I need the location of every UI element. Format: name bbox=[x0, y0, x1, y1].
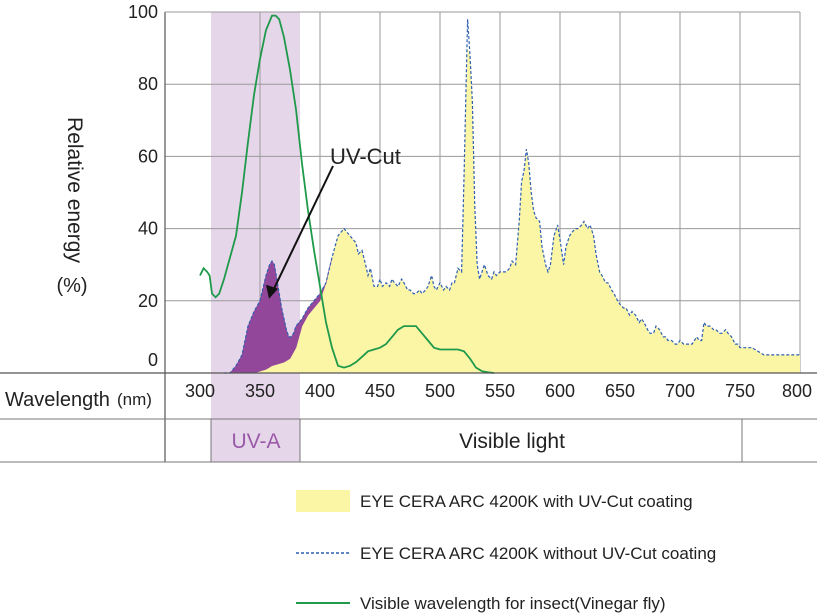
y-tick-100: 100 bbox=[128, 2, 158, 22]
x-tick-800: 800 bbox=[782, 381, 812, 401]
series-without-uvcut-line bbox=[224, 19, 800, 374]
y-axis-unit: (%) bbox=[56, 275, 87, 297]
legend: EYE CERA ARC 4200K with UV-Cut coating E… bbox=[296, 490, 716, 613]
uvcut-arrow bbox=[272, 165, 334, 292]
x-tick-600: 600 bbox=[545, 381, 575, 401]
series-with-uvcut-area bbox=[254, 48, 800, 373]
uvcut-arrowhead bbox=[266, 284, 278, 299]
y-tick-labels: 0 20 40 60 80 100 bbox=[128, 2, 158, 370]
band-label-uva: UV-A bbox=[231, 430, 280, 453]
x-tick-650: 650 bbox=[605, 381, 635, 401]
band-label-visible: Visible light bbox=[459, 430, 565, 453]
series-insect-visible-line bbox=[199, 14, 495, 374]
x-tick-700: 700 bbox=[665, 381, 695, 401]
uvcut-annotation: UV-Cut bbox=[266, 144, 401, 299]
legend-label-with-uvcut: EYE CERA ARC 4200K with UV-Cut coating bbox=[360, 492, 693, 511]
uvcut-annotation-label: UV-Cut bbox=[330, 144, 401, 169]
x-tick-350: 350 bbox=[245, 381, 275, 401]
legend-swatch-fill bbox=[296, 490, 350, 512]
x-tick-750: 750 bbox=[725, 381, 755, 401]
y-tick-60: 60 bbox=[138, 146, 158, 166]
axes bbox=[0, 11, 817, 463]
x-tick-500: 500 bbox=[425, 381, 455, 401]
y-tick-20: 20 bbox=[138, 291, 158, 311]
y-tick-0: 0 bbox=[148, 350, 158, 370]
x-tick-400: 400 bbox=[305, 381, 335, 401]
y-tick-40: 40 bbox=[138, 219, 158, 239]
x-tick-550: 550 bbox=[485, 381, 515, 401]
x-tick-labels: 300 350 400 450 500 550 600 650 700 750 800 bbox=[185, 381, 812, 401]
x-tick-300: 300 bbox=[185, 381, 215, 401]
y-tick-80: 80 bbox=[138, 74, 158, 94]
y-axis-label: Relative energy bbox=[63, 117, 86, 263]
x-tick-450: 450 bbox=[365, 381, 395, 401]
legend-label-insect: Visible wavelength for insect(Vinegar fl… bbox=[360, 594, 666, 613]
x-axis-unit: (nm) bbox=[117, 390, 152, 409]
x-axis-label: Wavelength bbox=[5, 389, 110, 411]
legend-label-without-uvcut: EYE CERA ARC 4200K without UV-Cut coatin… bbox=[360, 544, 716, 563]
